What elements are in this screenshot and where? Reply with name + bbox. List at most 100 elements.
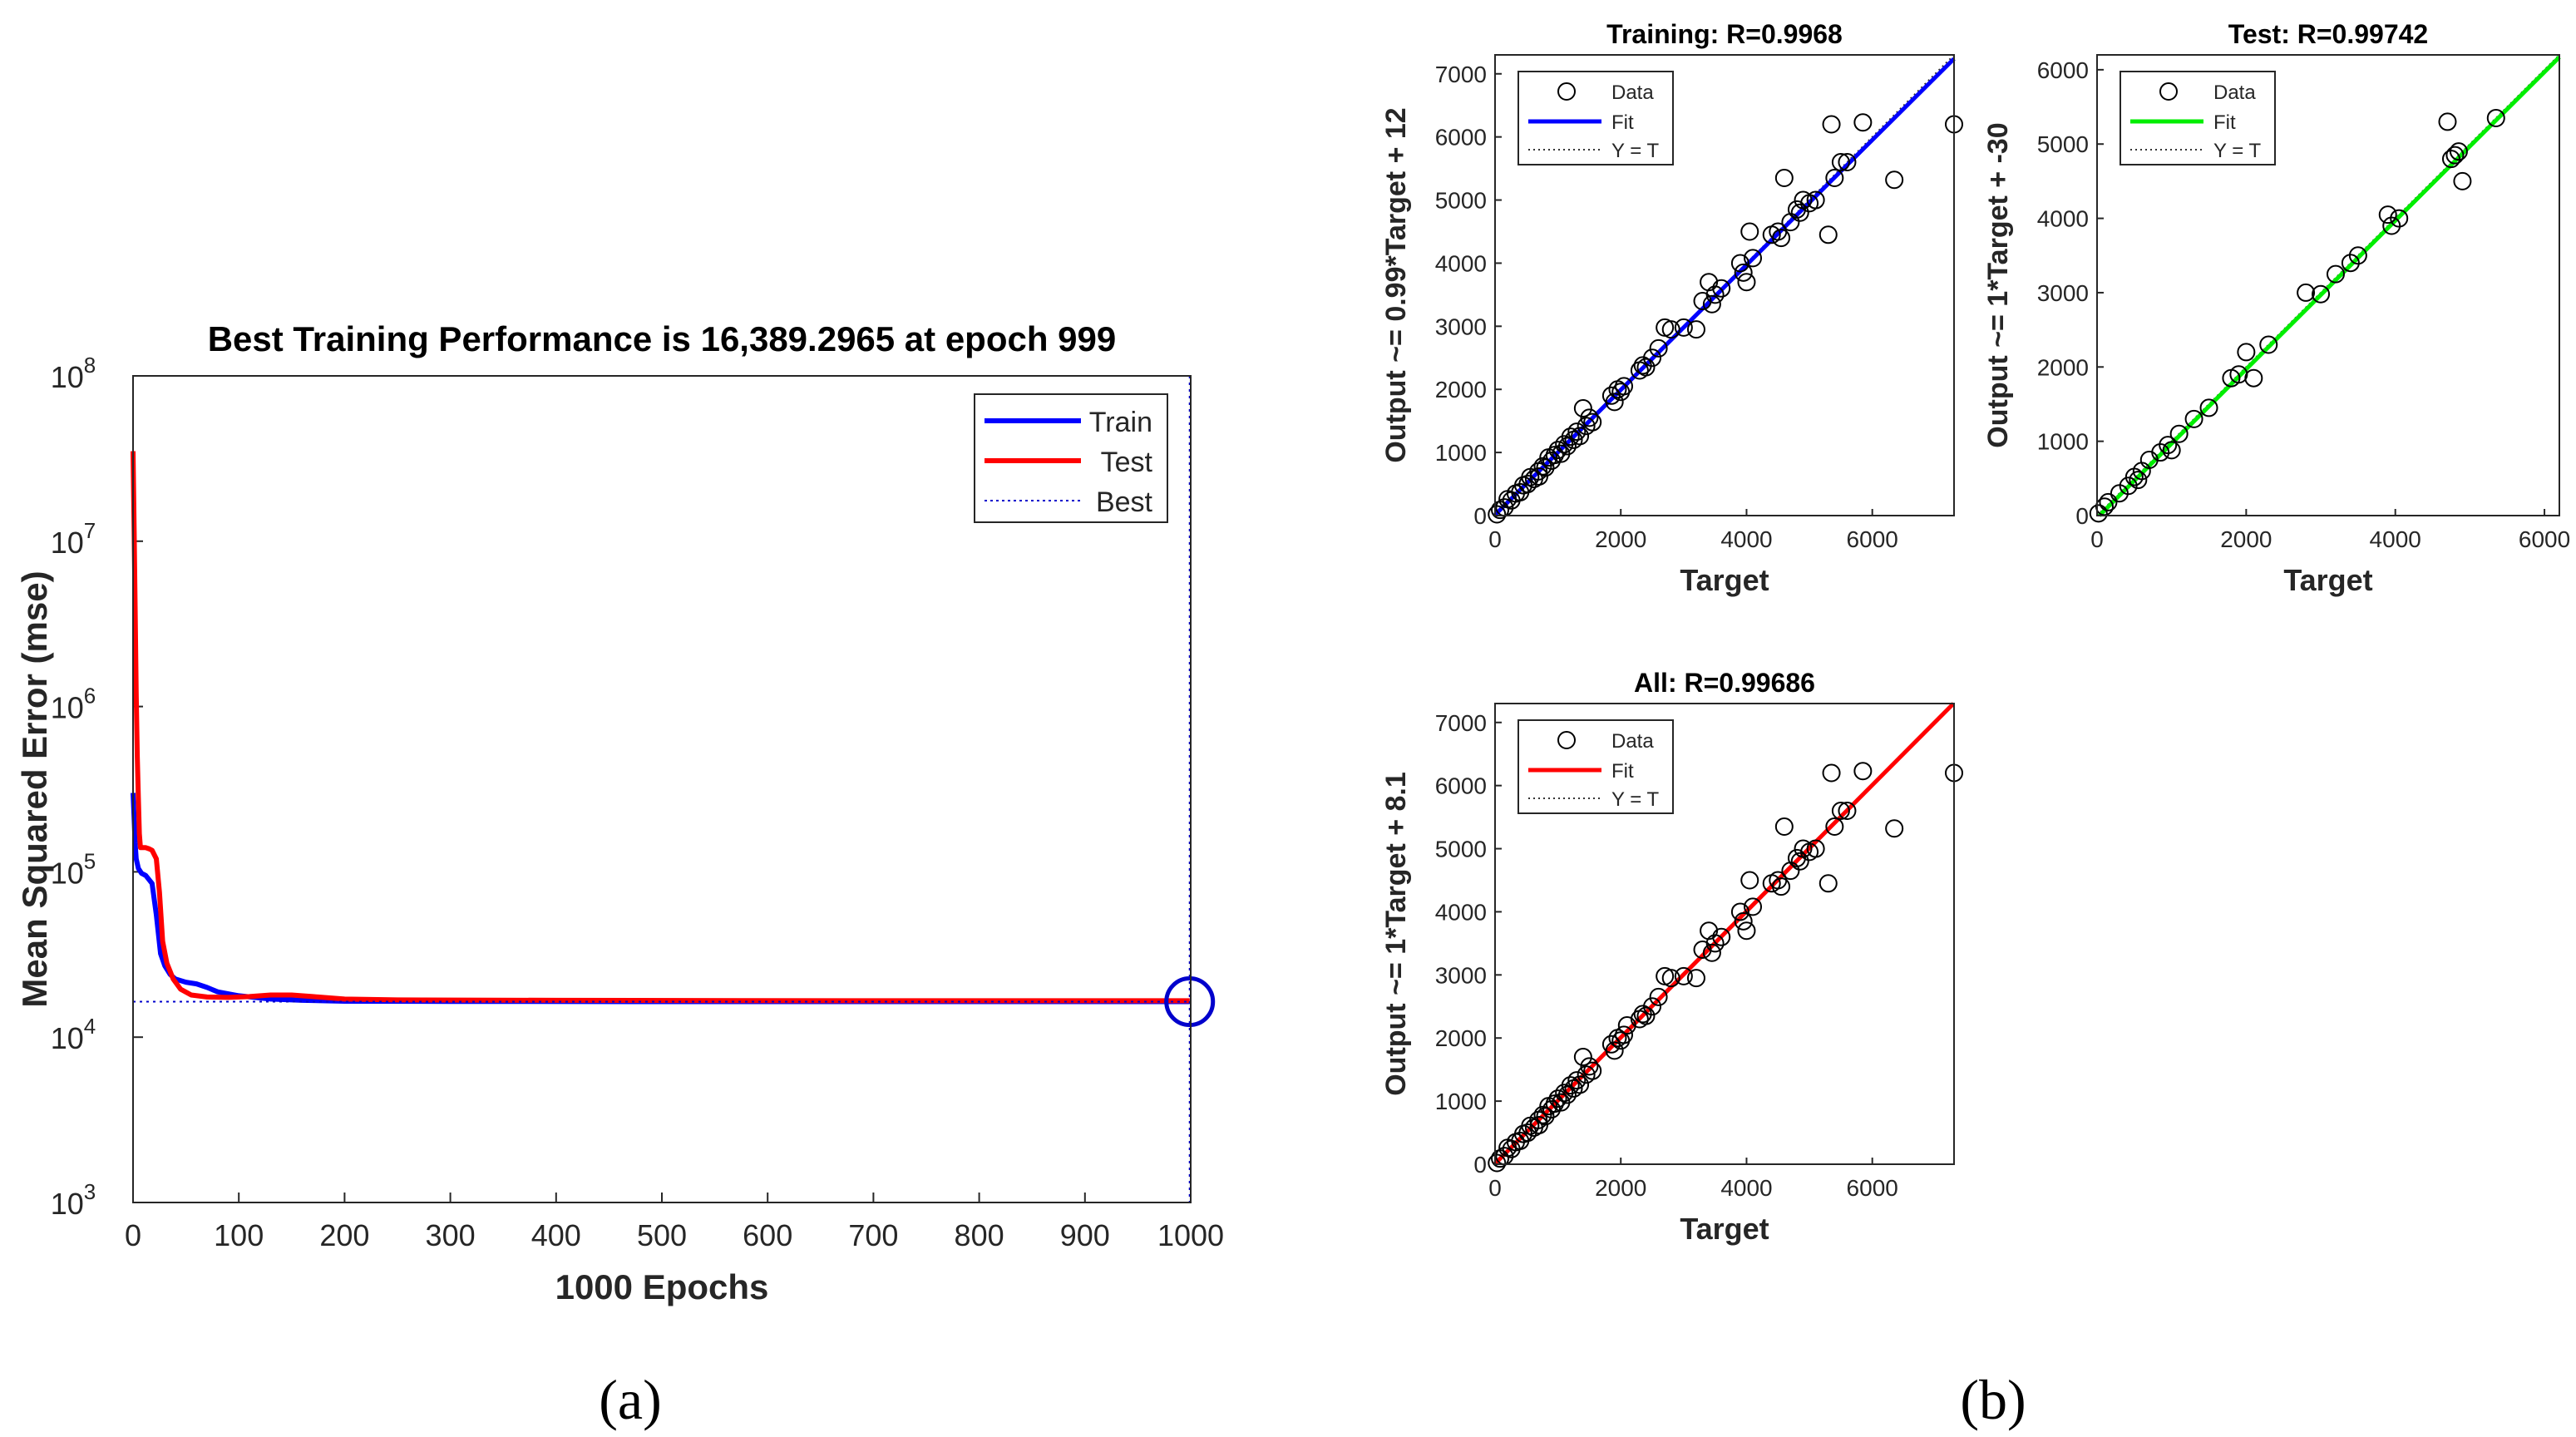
axes-box (1494, 703, 1955, 1165)
y-tick-label: 1000 (1435, 1089, 1487, 1114)
data-point (1737, 273, 1756, 292)
y-tick-base: 10 (51, 526, 84, 560)
data-point (1885, 170, 1904, 190)
data-point (1536, 1107, 1555, 1126)
data-point (1583, 1061, 1602, 1080)
data-point (1740, 222, 1759, 241)
legend-swatch-data (1557, 731, 1576, 749)
y-tick-label: 104 (51, 1014, 96, 1055)
axes-box (2096, 54, 2560, 516)
data-point (2099, 492, 2118, 511)
data-point (1536, 458, 1555, 477)
y-tick-label: 108 (51, 353, 96, 394)
x-axis-label: Target (2283, 563, 2372, 597)
data-point (1853, 113, 1873, 132)
data-point (1737, 921, 1756, 941)
chart-title: All: R=0.99686 (1634, 668, 1815, 698)
data-point (1649, 987, 1668, 1006)
data-point (1548, 1089, 1567, 1109)
y-tick-label: 3000 (1435, 962, 1487, 988)
y-tick-label: 0 (1473, 503, 1487, 529)
data-point (2119, 477, 2138, 496)
data-point (2184, 409, 2203, 428)
data-point (1838, 802, 1857, 821)
data-point (1744, 897, 1763, 916)
data-point (1567, 422, 1587, 442)
data-point (2445, 146, 2465, 165)
x-tick-label: 1000 (1157, 1218, 1224, 1252)
data-point (1734, 911, 1753, 931)
y-tick-exponent: 8 (84, 353, 96, 378)
data-point (1571, 1075, 1590, 1094)
y-tick-label: 4000 (1435, 899, 1487, 925)
data-point (1636, 358, 1656, 377)
chart-title-a: Best Training Performance is 16,389.2965… (208, 319, 1117, 358)
data-point (1702, 294, 1721, 314)
legend-label-identity: Y = T (2213, 140, 2261, 162)
x-tick-label: 100 (214, 1218, 264, 1252)
y-tick-label: 7000 (1435, 62, 1487, 87)
data-point (1636, 1006, 1656, 1025)
y-tick-base: 10 (51, 360, 84, 394)
x-tick-label: 4000 (2370, 526, 2421, 552)
data-point (2199, 398, 2218, 417)
x-tick-label: 800 (955, 1218, 1004, 1252)
data-point (1686, 320, 1705, 339)
data-point (2438, 112, 2457, 131)
x-tick-label: 6000 (1847, 526, 1898, 552)
x-tick-label: 0 (1488, 526, 1502, 552)
data-point (1557, 1085, 1577, 1104)
legend-label-data: Data (1611, 81, 1654, 104)
data-point (1643, 997, 1662, 1016)
y-tick-label: 106 (51, 684, 96, 725)
data-point (1825, 817, 1844, 836)
data-point (1822, 763, 1841, 783)
y-tick-label: 5000 (2037, 131, 2089, 157)
y-tick-label: 0 (1473, 1152, 1487, 1178)
data-point (1567, 1071, 1587, 1090)
x-tick-label: 600 (743, 1218, 792, 1252)
legend-label-identity: Y = T (1611, 788, 1659, 811)
data-point (1831, 153, 1850, 172)
data-point (1686, 969, 1705, 988)
legend-label-train: Train (1089, 407, 1152, 438)
data-point (2453, 171, 2472, 190)
x-tick-label: 700 (848, 1218, 898, 1252)
data-point (1885, 819, 1904, 838)
data-point (1573, 398, 1592, 417)
x-tick-label: 0 (2090, 526, 2104, 552)
panel-b-regression-plots: Training: R=0.9968 0 2000 4000 6000 0 1000 2000… (1380, 19, 2570, 1246)
data-point (2312, 284, 2331, 304)
y-tick-label: 3000 (2037, 280, 2089, 306)
data-point (1712, 279, 1731, 298)
y-tick-exponent: 7 (84, 518, 96, 543)
y-tick-label: 103 (51, 1179, 96, 1221)
axes-box (1494, 54, 1955, 516)
data-point (1705, 285, 1725, 304)
data-point (1712, 927, 1731, 946)
data-point (1561, 1076, 1580, 1095)
y-tick-label: 5000 (1435, 188, 1487, 214)
data-point (2244, 368, 2263, 388)
legend-label-fit: Fit (1611, 760, 1634, 783)
y-tick-label: 1000 (2037, 429, 2089, 455)
data-point (1533, 1105, 1552, 1124)
axes-box-a (132, 375, 1192, 1203)
y-tick-label: 6000 (1435, 773, 1487, 799)
data-point (2348, 246, 2367, 265)
data-point (1790, 852, 1809, 871)
caption-a: (a) (599, 1368, 661, 1431)
chart-title: Test: R=0.99742 (2228, 19, 2428, 49)
data-point (1605, 1041, 1624, 1060)
data-point (1774, 817, 1794, 836)
y-axis-label: Output ~= 1*Target + -30 (1982, 122, 2014, 447)
data-point (1853, 762, 1873, 781)
data-point (2237, 343, 2256, 362)
x-tick-label: 2000 (1595, 1175, 1646, 1201)
x-tick-label: 900 (1060, 1218, 1110, 1252)
data-point (2390, 209, 2409, 228)
series-line-test (131, 451, 1190, 1004)
x-axis-label: Target (1680, 1212, 1769, 1246)
x-axis-label: Target (1680, 563, 1769, 597)
